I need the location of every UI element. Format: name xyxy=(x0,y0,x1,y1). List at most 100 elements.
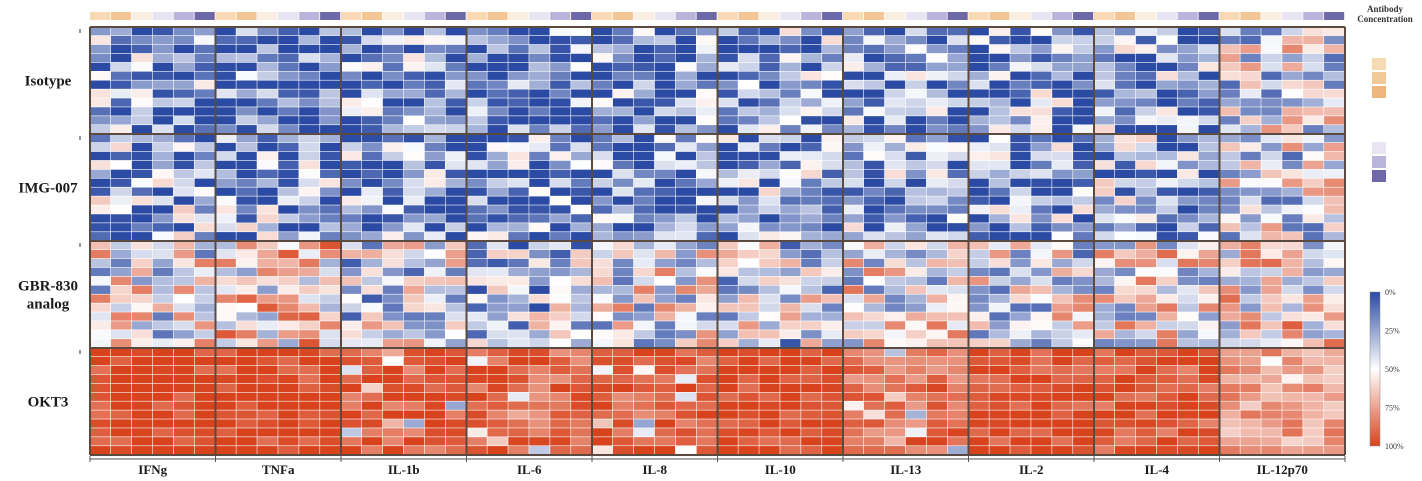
heatmap-cell xyxy=(361,419,383,428)
heatmap-cell xyxy=(90,241,111,250)
heatmap-cell xyxy=(989,98,1010,107)
heatmap-cell xyxy=(968,374,989,384)
heatmap-cell xyxy=(1240,160,1261,170)
heatmap-cell xyxy=(654,116,676,125)
heatmap-cell xyxy=(1261,53,1282,63)
heatmap-cell xyxy=(278,356,299,366)
heatmap-cell xyxy=(424,428,445,437)
heatmap-cell xyxy=(90,44,111,54)
heatmap-cell xyxy=(717,446,738,455)
heatmap-cell xyxy=(1114,258,1136,268)
heatmap-cell xyxy=(633,276,655,285)
heatmap-cell xyxy=(278,232,299,241)
heatmap-cell xyxy=(780,27,801,36)
heatmap-cell xyxy=(780,160,801,170)
heatmap-cell xyxy=(487,330,508,339)
heatmap-cell xyxy=(236,71,257,80)
heatmap-cell xyxy=(1052,214,1073,223)
heatmap-cell xyxy=(236,365,257,375)
heatmap-cell xyxy=(487,98,508,107)
heatmap-cell xyxy=(215,446,236,455)
heatmap-cell xyxy=(989,401,1010,410)
heatmap-cell xyxy=(780,196,801,205)
concentration-swatch xyxy=(1324,12,1345,20)
heatmap-cell xyxy=(571,125,592,134)
heatmap-cell xyxy=(905,419,927,428)
heatmap-cell xyxy=(612,107,634,116)
heatmap-cell xyxy=(1114,27,1136,36)
heatmap-cell xyxy=(696,428,717,437)
heatmap-cell xyxy=(1219,107,1240,116)
heatmap-cell xyxy=(550,321,571,330)
heatmap-cell xyxy=(194,205,215,214)
heatmap-cell xyxy=(529,294,550,303)
heatmap-cell xyxy=(445,339,466,348)
heatmap-cell xyxy=(403,142,425,152)
heatmap-cell xyxy=(361,80,383,89)
heatmap-cell xyxy=(257,348,278,357)
heatmap-cell xyxy=(278,401,299,410)
heatmap-cell xyxy=(905,374,927,384)
heatmap-cell xyxy=(341,107,362,116)
heatmap-cell xyxy=(1198,196,1219,205)
heatmap-cell xyxy=(1010,383,1031,392)
heatmap-cell xyxy=(529,80,550,89)
heatmap-cell xyxy=(905,249,927,259)
heatmap-cell xyxy=(173,116,194,125)
heatmap-cell xyxy=(278,44,299,54)
heatmap-cell xyxy=(1052,410,1073,419)
heatmap-cell xyxy=(822,356,843,366)
heatmap-cell xyxy=(1135,410,1157,419)
heatmap-cell xyxy=(1156,142,1178,152)
heatmap-cell xyxy=(1303,214,1324,223)
heatmap-cell xyxy=(1094,27,1115,36)
heatmap-cell xyxy=(1010,374,1031,384)
heatmap-cell xyxy=(1073,285,1094,294)
heatmap-cell xyxy=(1031,428,1052,437)
heatmap-cell xyxy=(173,196,194,205)
heatmap-cell xyxy=(403,339,425,348)
heatmap-cell xyxy=(571,160,592,170)
heatmap-cell xyxy=(612,44,634,54)
heatmap-cell xyxy=(529,151,550,161)
heatmap-cell xyxy=(612,410,634,419)
heatmap-cell xyxy=(947,232,968,241)
heatmap-cell xyxy=(466,446,487,455)
heatmap-cell xyxy=(1135,365,1157,375)
heatmap-cell xyxy=(403,98,425,107)
heatmap-cell xyxy=(738,62,759,71)
heatmap-cell xyxy=(278,53,299,63)
heatmap-cell xyxy=(1198,125,1219,134)
heatmap-cell xyxy=(487,437,508,446)
heatmap-cell xyxy=(926,392,947,401)
heatmap-cell xyxy=(1177,267,1198,277)
heatmap-cell xyxy=(633,151,655,161)
heatmap-cell xyxy=(466,303,487,312)
heatmap-cell xyxy=(445,276,466,285)
heatmap-cell xyxy=(717,62,738,71)
heatmap-cell xyxy=(1240,437,1261,446)
heatmap-cell xyxy=(1240,330,1261,339)
heatmap-cell xyxy=(1135,187,1157,196)
heatmap-cell xyxy=(1114,125,1136,134)
heatmap-cell xyxy=(759,205,780,214)
heatmap-cell xyxy=(592,205,613,214)
heatmap-cell xyxy=(801,116,822,125)
heatmap-cell xyxy=(110,151,132,161)
heatmap-cell xyxy=(696,142,717,152)
heatmap-cell xyxy=(1010,134,1031,143)
heatmap-cell xyxy=(194,392,215,401)
heatmap-cell xyxy=(968,116,989,125)
heatmap-cell xyxy=(926,169,947,178)
heatmap-cell xyxy=(341,214,362,223)
heatmap-cell xyxy=(1177,330,1198,339)
heatmap-cell xyxy=(550,98,571,107)
heatmap-cell xyxy=(299,89,320,98)
heatmap-cell xyxy=(1240,196,1261,205)
heatmap-cell xyxy=(1282,89,1303,98)
heatmap-cell xyxy=(801,98,822,107)
heatmap-cell xyxy=(466,98,487,107)
heatmap-cell xyxy=(947,178,968,187)
heatmap-cell xyxy=(1219,285,1240,294)
heatmap-cell xyxy=(654,62,676,71)
